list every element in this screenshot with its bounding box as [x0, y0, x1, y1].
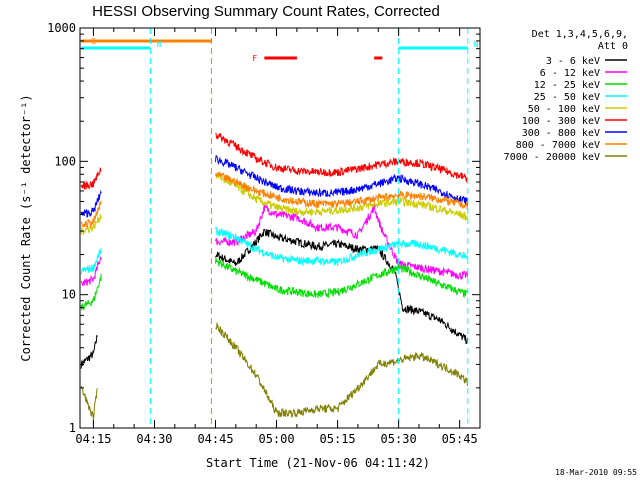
legend-header: Det 1,3,4,5,6,9,	[532, 29, 628, 40]
series-line	[80, 273, 102, 311]
legend-label: 7000 - 20000 keV	[504, 152, 600, 163]
series-line	[215, 257, 468, 299]
series-line	[215, 322, 468, 418]
y-tick-label: 1	[69, 421, 76, 435]
legend-label: 25 - 50 keV	[534, 92, 600, 103]
footer-date: 18-Mar-2010 09:55	[555, 468, 637, 477]
x-tick-label: 05:00	[258, 432, 294, 446]
series-line	[80, 167, 102, 190]
legend-label: 3 - 6 keV	[546, 56, 600, 67]
flag-label: N	[156, 40, 161, 49]
legend-label: 100 - 300 keV	[522, 116, 600, 127]
legend-label: 800 - 7000 keV	[516, 140, 600, 151]
series-line	[80, 335, 98, 369]
series-group	[80, 132, 468, 421]
flag-label: F	[252, 54, 257, 63]
series-line	[215, 202, 468, 281]
series-line	[80, 247, 102, 275]
legend-label: 50 - 100 keV	[528, 104, 600, 115]
legend-header: Att 0	[598, 41, 628, 52]
chart-title: HESSI Observing Summary Count Rates, Cor…	[92, 3, 440, 20]
flag-label: S	[91, 37, 96, 46]
x-tick-label: 04:45	[197, 432, 233, 446]
plot-frame	[79, 27, 481, 429]
legend-label: 6 - 12 keV	[540, 68, 600, 79]
series-line	[215, 171, 468, 211]
x-axis-label: Start Time (21-Nov-06 04:11:42)	[206, 456, 430, 470]
series-line	[80, 255, 102, 286]
legend-label: 12 - 25 keV	[534, 80, 600, 91]
x-tick-label: 04:15	[75, 432, 111, 446]
x-tick-label: 05:45	[442, 432, 478, 446]
series-line	[80, 214, 102, 236]
y-axis-label: Corrected Count Rate (s⁻¹ detector⁻¹)	[19, 94, 33, 361]
x-axis: 04:15 04:30 04:45 05:00 05:15 05:30 05:45	[75, 28, 481, 446]
series-line	[215, 155, 468, 206]
series-line	[215, 228, 468, 345]
y-tick-label: 100	[54, 154, 76, 168]
series-line	[80, 200, 102, 229]
series-line	[80, 385, 98, 421]
x-tick-label: 05:30	[381, 432, 417, 446]
mode-flags: S N N F	[81, 37, 479, 63]
series-line	[80, 189, 102, 218]
flag-label: N	[474, 40, 479, 49]
series-line	[215, 132, 468, 184]
series-line	[215, 225, 468, 267]
series-line	[215, 171, 468, 221]
legend-label: 300 - 800 keV	[522, 128, 600, 139]
vertical-markers	[149, 28, 469, 428]
y-tick-label: 10	[62, 288, 76, 302]
x-tick-label: 05:15	[320, 432, 356, 446]
x-tick-label: 04:30	[136, 432, 172, 446]
y-axis: 1 10 100 1000	[47, 21, 480, 435]
y-tick-label: 1000	[47, 21, 76, 35]
